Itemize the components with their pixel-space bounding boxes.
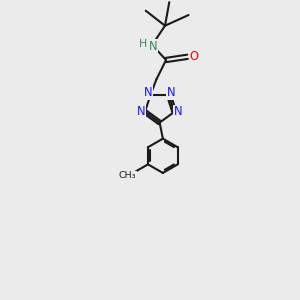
- Text: N: N: [144, 86, 152, 99]
- Text: N: N: [137, 105, 146, 119]
- Text: CH₃: CH₃: [119, 171, 136, 180]
- Text: H: H: [138, 39, 147, 49]
- Text: N: N: [174, 105, 182, 119]
- Text: O: O: [190, 50, 199, 63]
- Text: N: N: [149, 40, 158, 52]
- Text: N: N: [167, 86, 176, 99]
